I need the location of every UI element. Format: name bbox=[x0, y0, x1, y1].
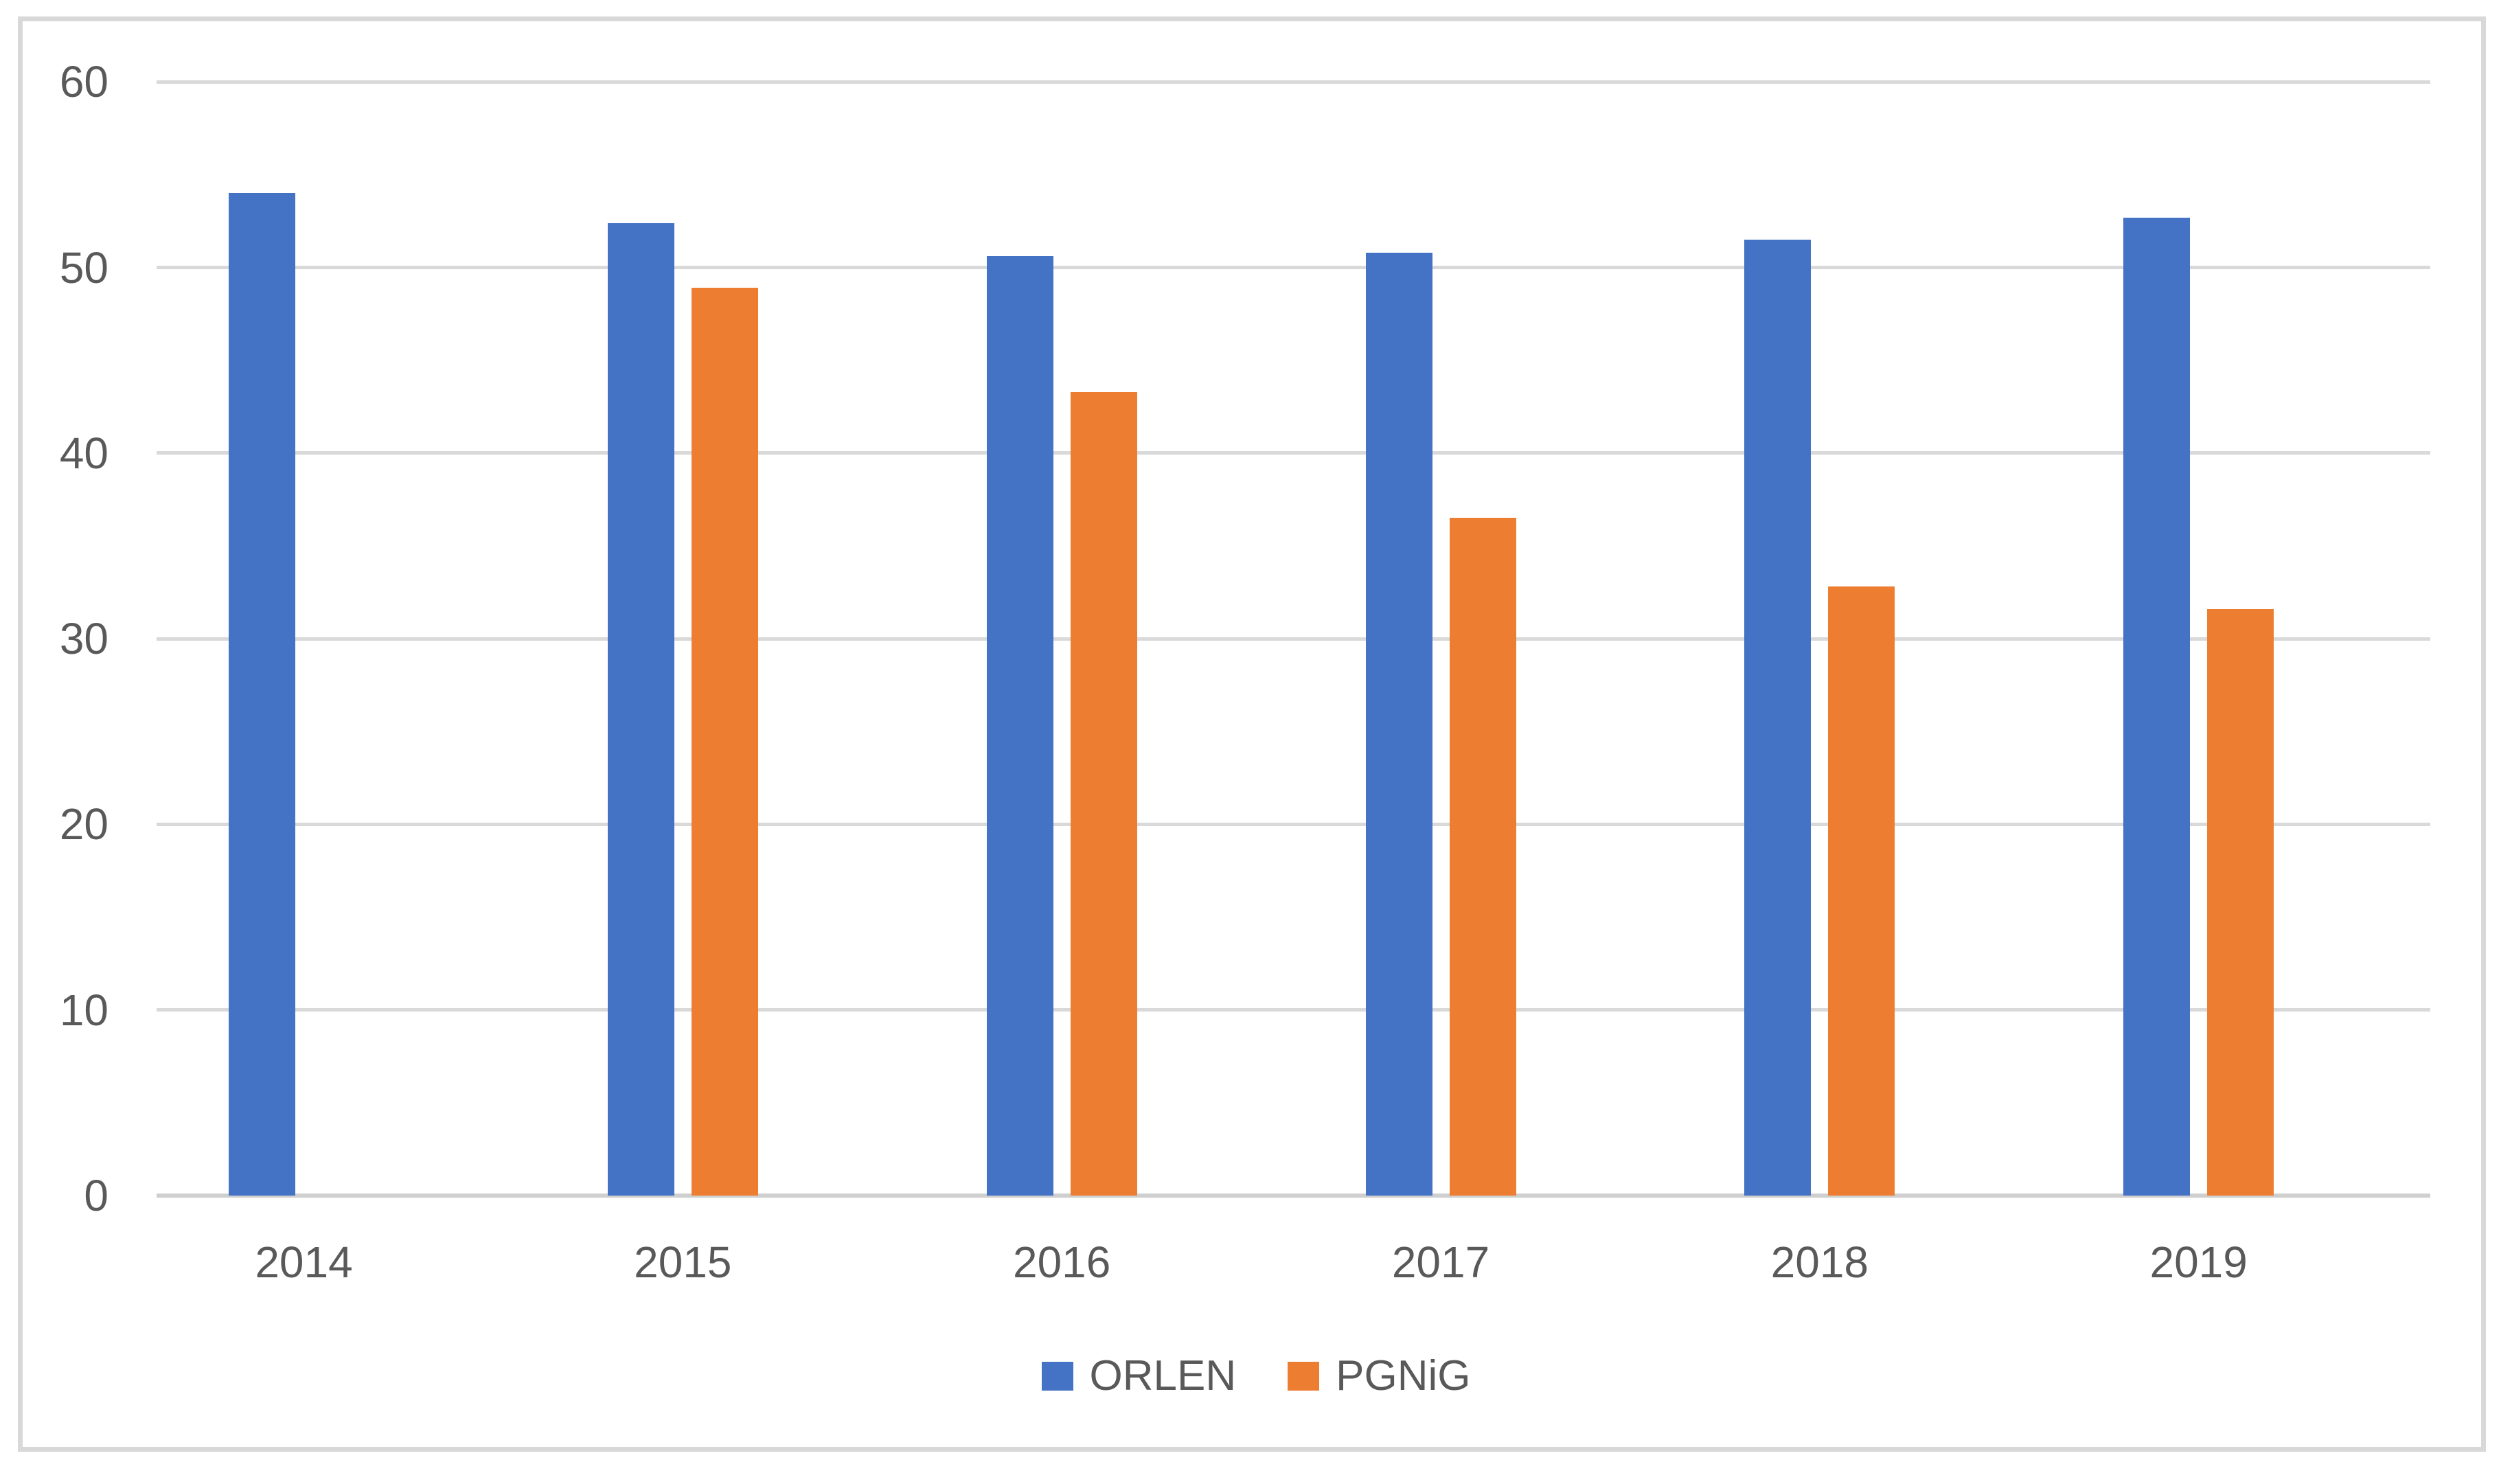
bar-orlen-2017 bbox=[1365, 252, 1432, 1196]
legend: ORLEN PGNiG bbox=[0, 1354, 2512, 1398]
gridline-50 bbox=[157, 266, 2430, 269]
legend-label-pgnig: PGNiG bbox=[1336, 1352, 1471, 1400]
bar-pgnig-2018 bbox=[1828, 586, 1895, 1196]
x-tick-label-2019: 2019 bbox=[2149, 1237, 2248, 1287]
bar-orlen-2016 bbox=[986, 256, 1053, 1196]
y-tick-label-30: 30 bbox=[59, 614, 109, 664]
x-axis-line bbox=[157, 1194, 2430, 1198]
y-tick-label-60: 60 bbox=[59, 57, 109, 107]
bar-orlen-2014 bbox=[229, 193, 295, 1196]
x-tick-label-2015: 2015 bbox=[634, 1237, 732, 1287]
gridline-30 bbox=[157, 637, 2430, 641]
bar-orlen-2018 bbox=[1744, 239, 1812, 1196]
x-tick-label-2018: 2018 bbox=[1770, 1237, 1869, 1287]
bar-orlen-2019 bbox=[2123, 217, 2191, 1196]
x-tick-label-2016: 2016 bbox=[1012, 1237, 1111, 1287]
bar-pgnig-2016 bbox=[1070, 391, 1137, 1196]
legend-label-orlen: ORLEN bbox=[1089, 1352, 1237, 1400]
y-tick-label-50: 50 bbox=[59, 242, 109, 293]
chart-border bbox=[18, 16, 2486, 1452]
gridline-10 bbox=[157, 1008, 2430, 1012]
y-tick-label-20: 20 bbox=[59, 799, 109, 849]
bar-orlen-2015 bbox=[607, 222, 674, 1196]
y-tick-label-40: 40 bbox=[59, 428, 109, 478]
bar-pgnig-2019 bbox=[2207, 608, 2274, 1196]
legend-swatch-orlen bbox=[1041, 1362, 1073, 1391]
bar-pgnig-2015 bbox=[691, 288, 758, 1196]
gridline-60 bbox=[157, 80, 2430, 84]
y-tick-label-0: 0 bbox=[84, 1171, 109, 1220]
gridline-20 bbox=[157, 822, 2430, 826]
legend-item-orlen: ORLEN bbox=[1041, 1352, 1237, 1400]
y-tick-label-10: 10 bbox=[59, 985, 109, 1035]
legend-item-pgnig: PGNiG bbox=[1288, 1354, 1470, 1398]
legend-swatch-pgnig bbox=[1288, 1362, 1320, 1391]
x-tick-label-2014: 2014 bbox=[255, 1237, 353, 1287]
gridline-40 bbox=[157, 451, 2430, 455]
bar-pgnig-2017 bbox=[1449, 518, 1516, 1196]
x-tick-label-2017: 2017 bbox=[1391, 1237, 1490, 1287]
